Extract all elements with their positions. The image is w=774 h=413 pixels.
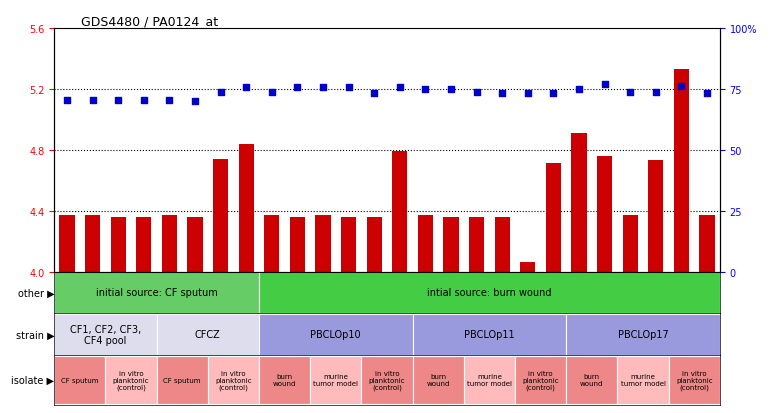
FancyBboxPatch shape [54, 356, 105, 404]
Bar [571, 134, 587, 272]
Point [61, 97, 74, 104]
Point [265, 89, 278, 96]
Text: other ▶: other ▶ [18, 288, 54, 298]
Bar [367, 217, 382, 272]
Bar [392, 152, 407, 272]
FancyBboxPatch shape [259, 272, 720, 313]
Bar [111, 217, 126, 272]
Bar [60, 216, 74, 272]
Text: burn
wound: burn wound [580, 374, 604, 387]
Point [368, 91, 380, 97]
Text: intial source: burn wound: intial source: burn wound [427, 288, 552, 298]
Bar [700, 216, 714, 272]
Point [138, 97, 150, 104]
Bar [238, 144, 254, 272]
Point [420, 86, 432, 93]
Bar [264, 216, 279, 272]
Point [471, 89, 483, 96]
Point [547, 91, 560, 97]
FancyBboxPatch shape [310, 356, 361, 404]
FancyBboxPatch shape [413, 314, 567, 355]
Point [87, 97, 99, 104]
Point [700, 91, 713, 97]
Text: burn
wound: burn wound [273, 374, 296, 387]
Bar [85, 216, 101, 272]
Text: PBCLOp11: PBCLOp11 [464, 330, 515, 339]
Bar [520, 263, 536, 272]
Text: CF sputum: CF sputum [61, 377, 98, 383]
Bar [213, 159, 228, 272]
FancyBboxPatch shape [259, 356, 310, 404]
Bar [418, 216, 433, 272]
Point [240, 85, 252, 91]
Text: in vitro
planktonic
(control): in vitro planktonic (control) [676, 370, 713, 390]
Text: murine
tumor model: murine tumor model [621, 374, 666, 387]
Point [624, 89, 636, 96]
Bar [597, 157, 612, 272]
Point [573, 86, 585, 93]
Bar [444, 217, 459, 272]
Text: murine
tumor model: murine tumor model [313, 374, 358, 387]
Text: GDS4480 / PA0124_at: GDS4480 / PA0124_at [80, 15, 218, 28]
Point [291, 85, 303, 91]
FancyBboxPatch shape [207, 356, 259, 404]
FancyBboxPatch shape [413, 356, 464, 404]
Point [394, 85, 406, 91]
Text: strain ▶: strain ▶ [15, 330, 54, 339]
FancyBboxPatch shape [567, 356, 618, 404]
Text: in vitro
planktonic
(control): in vitro planktonic (control) [215, 370, 252, 390]
Bar [289, 217, 305, 272]
Point [317, 85, 329, 91]
Bar [315, 216, 330, 272]
Bar [622, 216, 638, 272]
Bar [469, 217, 485, 272]
Text: isolate ▶: isolate ▶ [11, 375, 54, 385]
Text: murine
tumor model: murine tumor model [467, 374, 512, 387]
FancyBboxPatch shape [567, 314, 720, 355]
Point [214, 89, 227, 96]
Bar [495, 217, 510, 272]
Bar [546, 164, 561, 272]
Bar [673, 70, 689, 272]
Point [598, 82, 611, 88]
Point [163, 97, 176, 104]
Bar [341, 217, 356, 272]
Bar [136, 217, 152, 272]
Point [189, 98, 201, 105]
Bar [648, 161, 663, 272]
Text: CF1, CF2, CF3,
CF4 pool: CF1, CF2, CF3, CF4 pool [70, 324, 141, 345]
FancyBboxPatch shape [54, 314, 156, 355]
Text: PBCLOp17: PBCLOp17 [618, 330, 669, 339]
Point [445, 86, 457, 93]
Point [342, 85, 354, 91]
Point [675, 83, 687, 90]
Text: initial source: CF sputum: initial source: CF sputum [96, 288, 217, 298]
FancyBboxPatch shape [464, 356, 515, 404]
FancyBboxPatch shape [105, 356, 156, 404]
Point [112, 97, 125, 104]
Point [496, 91, 509, 97]
FancyBboxPatch shape [361, 356, 413, 404]
Point [649, 89, 662, 96]
Text: in vitro
planktonic
(control): in vitro planktonic (control) [522, 370, 559, 390]
Text: burn
wound: burn wound [426, 374, 450, 387]
FancyBboxPatch shape [515, 356, 567, 404]
Text: PBCLOp10: PBCLOp10 [310, 330, 361, 339]
Text: CFCZ: CFCZ [195, 330, 221, 339]
FancyBboxPatch shape [54, 272, 259, 313]
Point [522, 91, 534, 97]
FancyBboxPatch shape [156, 314, 259, 355]
Bar [162, 216, 177, 272]
FancyBboxPatch shape [669, 356, 720, 404]
Text: in vitro
planktonic
(control): in vitro planktonic (control) [113, 370, 149, 390]
FancyBboxPatch shape [259, 314, 413, 355]
Text: CF sputum: CF sputum [163, 377, 201, 383]
FancyBboxPatch shape [618, 356, 669, 404]
Bar [187, 217, 203, 272]
Text: in vitro
planktonic
(control): in vitro planktonic (control) [368, 370, 406, 390]
FancyBboxPatch shape [156, 356, 207, 404]
